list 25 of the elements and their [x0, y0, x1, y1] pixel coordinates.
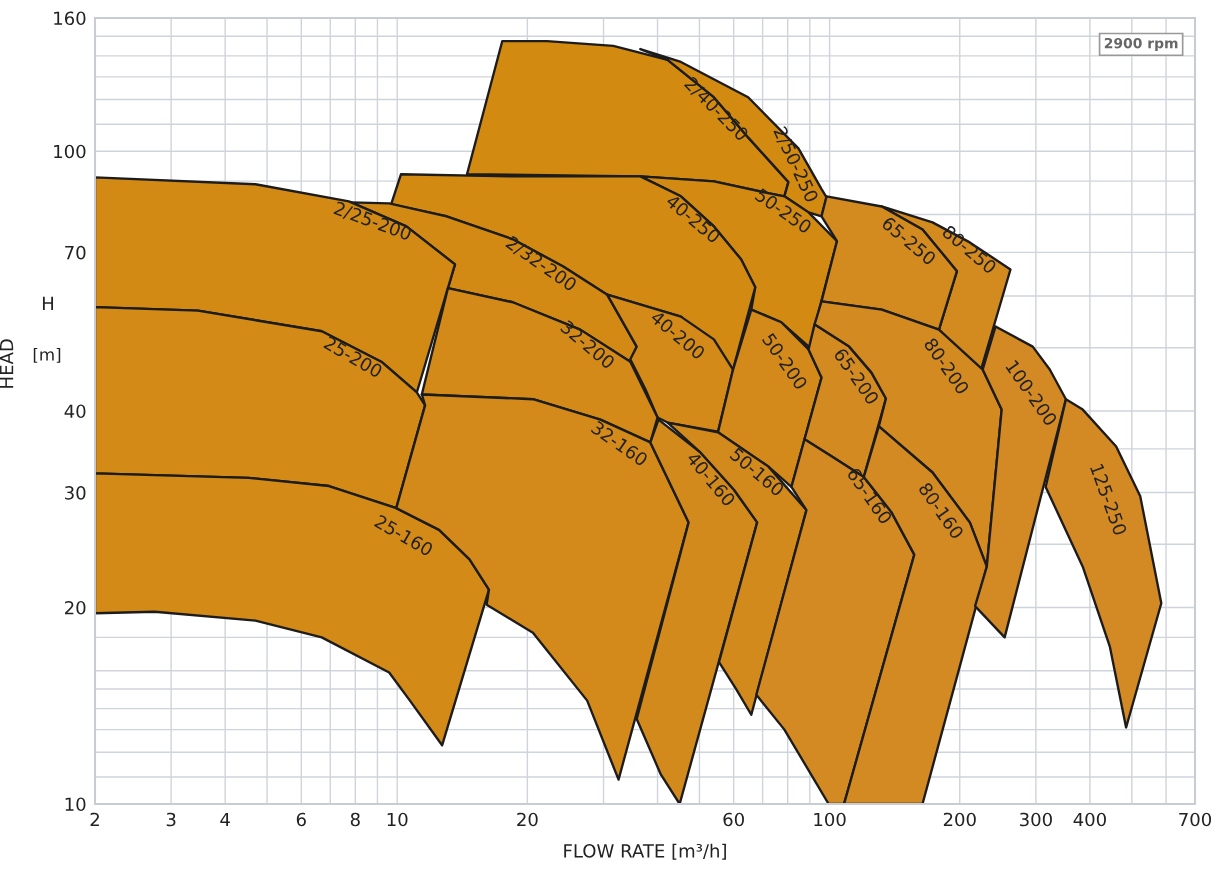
text: H [42, 296, 54, 310]
x-tick-label: 200 [943, 812, 976, 827]
x-axis-title: FLOW RATE [m³/h] [564, 843, 726, 860]
x-tick-label: 400 [1073, 812, 1106, 827]
x-tick-label: 20 [517, 812, 538, 827]
x-tick-label: 100 [814, 812, 846, 827]
annotation: 2900 rpm [1104, 37, 1178, 52]
x-tick-label: 4 [220, 812, 230, 827]
y-tick-label: 30 [65, 486, 86, 500]
y-tick-label: 100 [54, 144, 86, 159]
x-tick-label: 2 [90, 812, 99, 827]
y-tick-label: 40 [64, 404, 86, 419]
x-tick-label: 3 [166, 812, 176, 827]
x-tick-label: 700 [1179, 812, 1212, 827]
x-tick-label: 60 [723, 812, 744, 827]
y-axis-title: HEAD [0, 339, 14, 388]
y-tick-label: 70 [65, 245, 86, 260]
x-tick-label: 300 [1020, 812, 1052, 827]
x-tick-label: 8 [350, 812, 360, 827]
y-tick-label: 160 [54, 11, 86, 26]
y-tick-label: 10 [65, 797, 86, 812]
y-tick-label: 20 [65, 600, 86, 615]
x-tick-label: 6 [296, 812, 306, 827]
x-tick-label: 10 [387, 812, 408, 827]
text: [m] [33, 347, 61, 363]
